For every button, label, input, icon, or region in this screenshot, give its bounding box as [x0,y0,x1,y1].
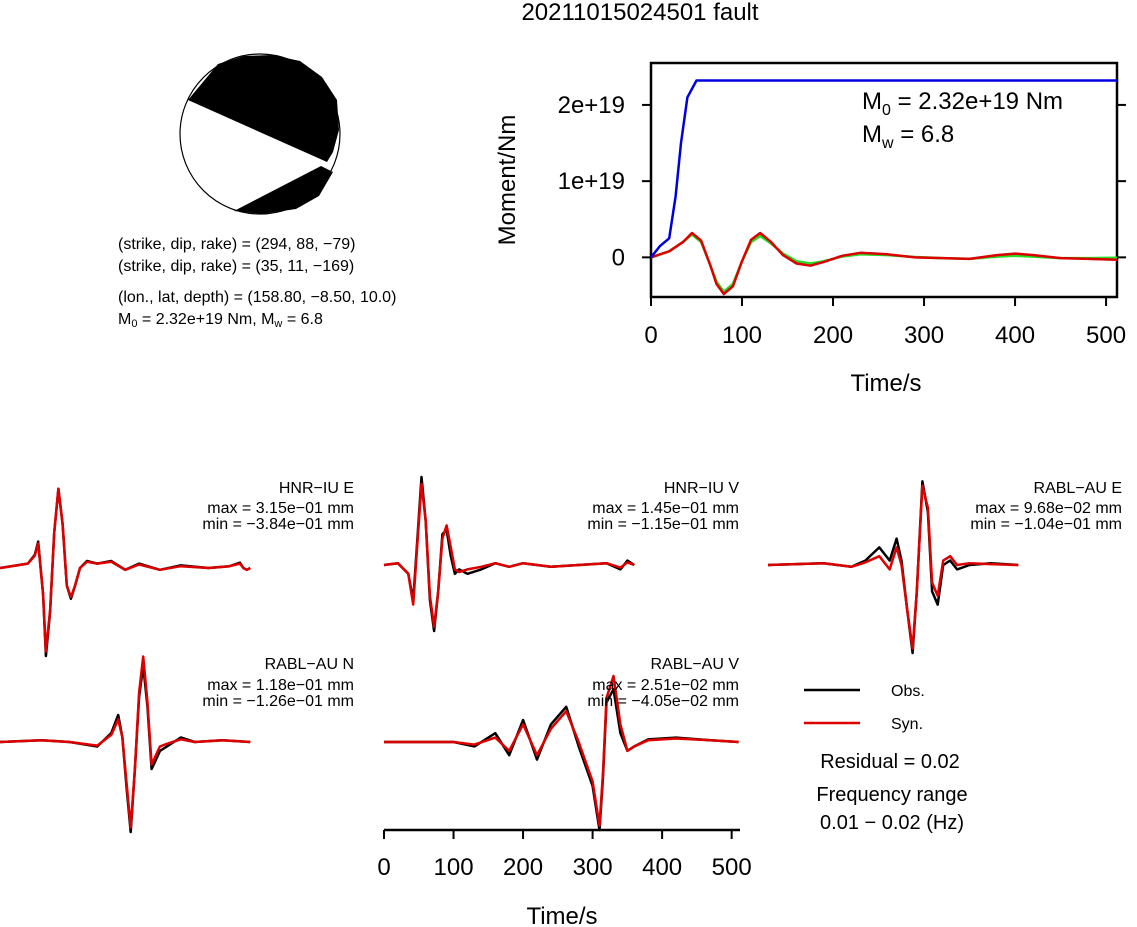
hypocenter-line: (lon., lat, depth) = (158.80, −8.50, 10.… [118,289,396,306]
beachball [179,53,341,215]
stf-mw-annotation: Mw = 6.8 [862,121,954,152]
synthetic-trace [0,655,251,829]
moment-line: M0 = 2.32e+19 Nm, Mw = 6.8 [118,311,323,330]
stf-y-axis: 0 1e+19 2e+19 [558,92,1126,271]
nodal-plane-1: (strike, dip, rake) = (294, 88, −79) [118,236,355,253]
nodal-plane-2: (strike, dip, rake) = (35, 11, −169) [118,258,354,275]
stf-ytick-label: 0 [612,244,625,271]
waveform-xtick-label: 500 [712,854,752,881]
station-max: max = 2.51e−02 mm [592,677,739,694]
station-min: min = −3.84e−01 mm [202,516,354,533]
stf-series [650,79,1118,296]
stf-xtick-label: 500 [1086,322,1126,349]
frequency-range-value: 0.01 − 0.02 (Hz) [820,812,964,834]
waveform-panel [767,480,1019,655]
synthetic-trace [384,674,739,827]
waveform-xtick-label: 300 [573,854,613,881]
legend: Obs. Syn. Residual = 0.02 Frequency rang… [804,683,968,834]
waveform-xlabel: Time/s [526,903,597,927]
station-max: max = 9.68e−02 mm [975,500,1122,517]
station-name: RABL−AU V [651,656,740,673]
station-name: RABL−AU N [265,656,354,673]
stf-frame [649,61,1119,299]
stf-ytick-label: 1e+19 [558,168,625,195]
beachball-compression-upper [188,55,339,162]
stf-xlabel: Time/s [850,370,921,397]
stf-xtick-label: 200 [813,322,853,349]
synthetic-trace [767,484,1019,650]
synthetic-trace [383,482,635,628]
stf-xtick-label: 300 [904,322,944,349]
waveform-xtick-label: 100 [434,854,474,881]
waveform-panels [0,475,1019,834]
stf-xtick-label: 0 [644,322,657,349]
legend-syn-label: Syn. [891,716,923,733]
synthetic-trace [0,487,251,653]
waveform-xtick-label: 0 [377,854,390,881]
stf-xtick-label: 100 [722,322,762,349]
station-min: min = −1.26e−01 mm [202,693,354,710]
station-max: max = 1.18e−01 mm [207,677,354,694]
beachball-compression-lower [234,166,333,214]
station-min: min = −1.15e−01 mm [587,516,739,533]
station-min: min = −1.04e−01 mm [970,516,1122,533]
waveform-panel [384,674,739,832]
station-max: max = 3.15e−01 mm [207,500,354,517]
stf-panel: 0 1e+19 2e+19 0 100 200 300 400 500 Moment/Nm T… [494,61,1126,397]
station-name: HNR−IU V [664,480,739,497]
station-name: HNR−IU E [279,480,354,497]
beachball-info: (strike, dip, rake) = (294, 88, −79) (st… [118,236,396,330]
station-min: min = −4.05e−02 mm [587,693,739,710]
figure-title: 20211015024501 fault [521,0,758,26]
stf-series-line [650,79,1117,259]
station-max: max = 1.45e−01 mm [592,500,739,517]
stf-m0-annotation: M0 = 2.32e+19 Nm [862,88,1063,119]
frequency-range-title: Frequency range [816,784,967,806]
legend-obs-label: Obs. [891,683,925,700]
station-name: RABL−AU E [1034,480,1122,497]
residual-text: Residual = 0.02 [820,751,960,773]
waveform-panel [0,487,251,658]
waveform-xtick-label: 400 [642,854,682,881]
stf-series-line [650,233,1118,293]
waveform-panel [0,655,251,834]
stf-x-axis: 0 100 200 300 400 500 [644,297,1126,349]
waveform-x-axis: 0 100 200 300 400 500 [377,828,752,881]
waveform-xtick-label: 200 [503,854,543,881]
observed-trace [384,687,739,832]
stf-ytick-label: 2e+19 [558,92,625,119]
station-labels: HNR−IU E max = 3.15e−01 mm min = −3.84e−… [202,480,1122,710]
stf-ylabel: Moment/Nm [494,115,521,246]
stf-series-line [650,231,1118,296]
stf-xtick-label: 400 [995,322,1035,349]
waveform-panel [383,475,635,633]
